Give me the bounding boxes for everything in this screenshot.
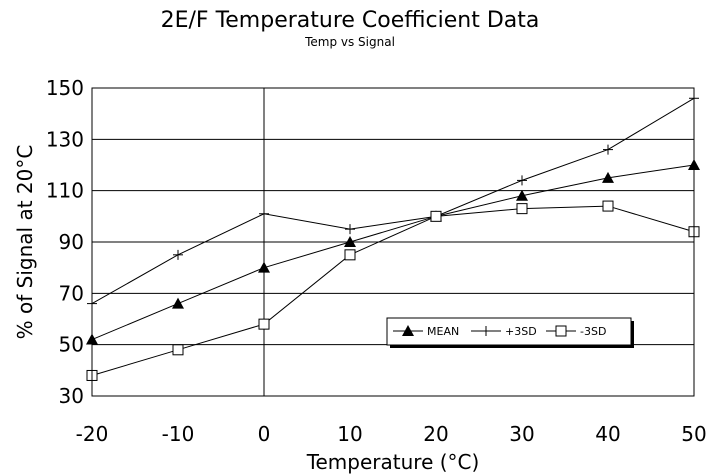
y-tick-label: 90: [59, 230, 84, 254]
x-tick-label: 40: [595, 422, 620, 446]
legend-marker: [481, 326, 491, 336]
y-tick-label: 110: [46, 179, 84, 203]
data-point: [516, 189, 528, 201]
series-line: [91, 97, 695, 305]
chart-title: 2E/F Temperature Coefficient Data: [161, 8, 540, 33]
x-tick-label: 20: [423, 422, 448, 446]
legend-label: -3SD: [580, 325, 606, 338]
series-minus-3sd: [86, 200, 700, 381]
data-point: [344, 236, 356, 247]
data-point: [172, 344, 184, 356]
x-tick-label: 10: [337, 422, 362, 446]
chart-subtitle: Temp vs Signal: [304, 35, 395, 49]
x-tick-label: -20: [76, 422, 109, 446]
data-point: [602, 171, 614, 183]
y-axis-label: % of Signal at 20°C: [13, 145, 37, 340]
y-tick-label: 50: [59, 333, 84, 357]
legend-entry: MEAN: [393, 325, 459, 338]
data-point: [430, 210, 442, 222]
data-point: [344, 249, 356, 261]
series-line: [91, 164, 695, 340]
series-line: [91, 205, 695, 376]
plot-frame: [91, 87, 695, 397]
data-point: [258, 318, 270, 330]
legend-box: [386, 317, 632, 346]
legend: MEAN +3SD -3SD: [386, 317, 634, 348]
data-point: [603, 144, 613, 155]
y-tick-label: 30: [59, 384, 84, 408]
legend-marker: [402, 325, 414, 336]
data-point: [517, 175, 527, 186]
y-tick-label: 150: [46, 76, 84, 100]
legend-entry: -3SD: [546, 325, 606, 338]
legend-label: +3SD: [505, 325, 537, 338]
x-tick-label: 0: [258, 422, 271, 446]
legend-marker: [555, 325, 567, 337]
legend-label: MEAN: [427, 325, 459, 338]
x-tick-label: 30: [509, 422, 534, 446]
x-tick-labels: -20 -10 0 10 20 30 40 50: [76, 422, 707, 446]
data-point: [516, 203, 528, 215]
y-tick-labels: 30 50 70 90 110 130 150: [46, 76, 84, 408]
y-tick-label: 70: [59, 281, 84, 305]
data-point: [259, 208, 269, 219]
data-point: [345, 224, 355, 235]
data-point: [602, 200, 614, 212]
legend-items: MEAN +3SD -3SD: [393, 325, 606, 338]
x-tick-label: -10: [162, 422, 195, 446]
data-point: [172, 297, 184, 309]
data-point: [258, 261, 270, 273]
data-point: [173, 249, 183, 260]
x-axis-label: Temperature (°C): [306, 450, 480, 474]
x-tick-label: 50: [681, 422, 706, 446]
y-tick-label: 130: [46, 127, 84, 151]
legend-entry: +3SD: [471, 325, 537, 338]
